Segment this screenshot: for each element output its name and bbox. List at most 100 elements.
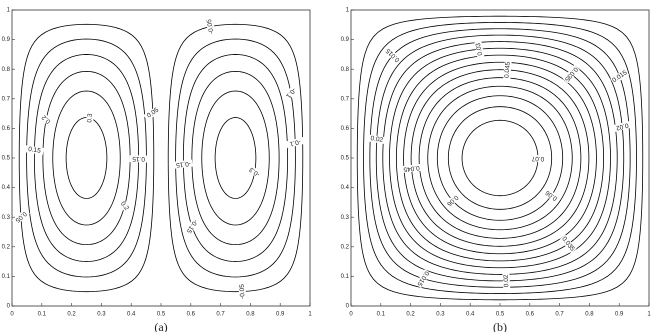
contour-line <box>356 15 644 301</box>
x-tick-label: 0.5 <box>496 312 505 318</box>
label-backdrop <box>402 163 421 174</box>
contour-label: 0.02 <box>370 135 384 144</box>
contour-line <box>191 70 280 246</box>
plot-frame <box>11 9 311 307</box>
x-tick-label: 0 <box>349 312 353 318</box>
contour-line <box>410 69 590 247</box>
y-tick-label: 1 <box>346 8 350 14</box>
label-backdrop <box>174 159 193 169</box>
label-backdrop <box>367 134 387 145</box>
y-tick-label: 0.9 <box>341 37 350 43</box>
contour-label: 0.045 <box>504 61 512 78</box>
y-tick-label: 0.6 <box>341 126 350 132</box>
contour-label: -0.05 <box>206 18 216 34</box>
contour-label: -0.15 <box>175 160 191 169</box>
y-tick-label: 0.7 <box>2 96 11 102</box>
x-tick-label: 0.6 <box>187 312 196 318</box>
y-tick-label: 0.4 <box>2 185 11 191</box>
y-tick-label: 0.5 <box>341 156 350 162</box>
contour-line <box>382 41 618 275</box>
contour-label: 0.02 <box>503 274 511 287</box>
contour-line <box>427 85 573 231</box>
contour-line <box>167 23 304 293</box>
label-backdrop <box>282 83 300 102</box>
y-tick-label: 0.2 <box>341 244 350 250</box>
contour-line <box>395 54 605 262</box>
x-tick-label: 0.4 <box>466 312 475 318</box>
x-tick-label: 0.3 <box>436 312 445 318</box>
contour-label: 0.3 <box>86 113 94 123</box>
label-backdrop <box>85 108 95 128</box>
contour-line <box>447 106 553 210</box>
y-tick-label: 0.9 <box>2 37 11 43</box>
x-tick-label: 0 <box>10 312 14 318</box>
x-tick-label: 0.5 <box>157 312 166 318</box>
label-backdrop <box>25 145 44 155</box>
contour-line <box>18 23 155 293</box>
x-tick-label: 0.1 <box>377 312 386 318</box>
y-tick-label: 0.3 <box>2 215 11 221</box>
contour-line <box>65 117 108 199</box>
contour-line <box>418 77 582 239</box>
label-backdrop <box>116 196 133 216</box>
x-tick-label: 0.6 <box>526 312 535 318</box>
x-tick-label: 0.2 <box>406 312 415 318</box>
contour-label: -0.05 <box>239 284 247 300</box>
y-tick-label: 0 <box>346 304 350 310</box>
contour-label: 0.02 <box>615 121 629 131</box>
x-tick-label: 0.9 <box>276 312 285 318</box>
contour-line <box>175 38 296 278</box>
label-backdrop <box>129 155 148 163</box>
contour-label: 0.15 <box>28 146 42 155</box>
contour-line <box>33 54 140 262</box>
y-tick-label: 0.3 <box>341 215 350 221</box>
x-tick-label: 0.9 <box>615 312 624 318</box>
label-backdrop <box>238 282 247 301</box>
contour-label: 0.2 <box>119 200 130 212</box>
caption: (b) <box>493 320 507 332</box>
contour-line <box>436 95 564 221</box>
caption: (a) <box>154 320 167 332</box>
label-backdrop <box>559 234 577 254</box>
y-tick-label: 0.4 <box>341 185 350 191</box>
x-tick-label: 0.8 <box>585 312 594 318</box>
y-tick-label: 0.2 <box>2 244 11 250</box>
x-tick-label: 0.2 <box>67 312 76 318</box>
contour-line <box>214 117 257 199</box>
x-tick-label: 1 <box>647 312 651 318</box>
label-backdrop <box>474 39 485 59</box>
y-tick-label: 0.1 <box>2 274 11 280</box>
y-tick-label: 1 <box>7 8 11 14</box>
contour-label: -0.1 <box>288 138 301 148</box>
label-backdrop <box>562 65 580 84</box>
x-tick-label: 1 <box>308 312 312 318</box>
contour-line <box>403 61 597 255</box>
label-backdrop <box>285 136 305 149</box>
x-tick-label: 0.1 <box>38 312 47 318</box>
x-tick-label: 0.8 <box>246 312 255 318</box>
label-backdrop <box>612 120 632 133</box>
contour-label: 0.07 <box>531 155 544 162</box>
contour-line <box>369 28 631 288</box>
label-backdrop <box>143 104 163 121</box>
contour-label: 0.045 <box>403 164 420 173</box>
y-tick-label: 0.5 <box>2 156 11 162</box>
contour-line <box>375 34 625 282</box>
label-backdrop <box>443 191 462 210</box>
contour-line <box>461 119 539 197</box>
contour-line <box>389 47 611 269</box>
label-backdrop <box>415 269 431 289</box>
contour-line <box>201 90 270 226</box>
x-tick-label: 0.3 <box>97 312 106 318</box>
y-tick-label: 0 <box>7 304 11 310</box>
x-tick-label: 0.4 <box>127 312 136 318</box>
contour-label: 0.03 <box>475 42 484 56</box>
y-tick-label: 0.7 <box>341 96 350 102</box>
y-tick-label: 0.8 <box>2 67 11 73</box>
label-backdrop <box>610 68 630 85</box>
x-tick-label: 0.7 <box>555 312 564 318</box>
label-backdrop <box>542 187 561 204</box>
label-backdrop <box>37 110 56 129</box>
